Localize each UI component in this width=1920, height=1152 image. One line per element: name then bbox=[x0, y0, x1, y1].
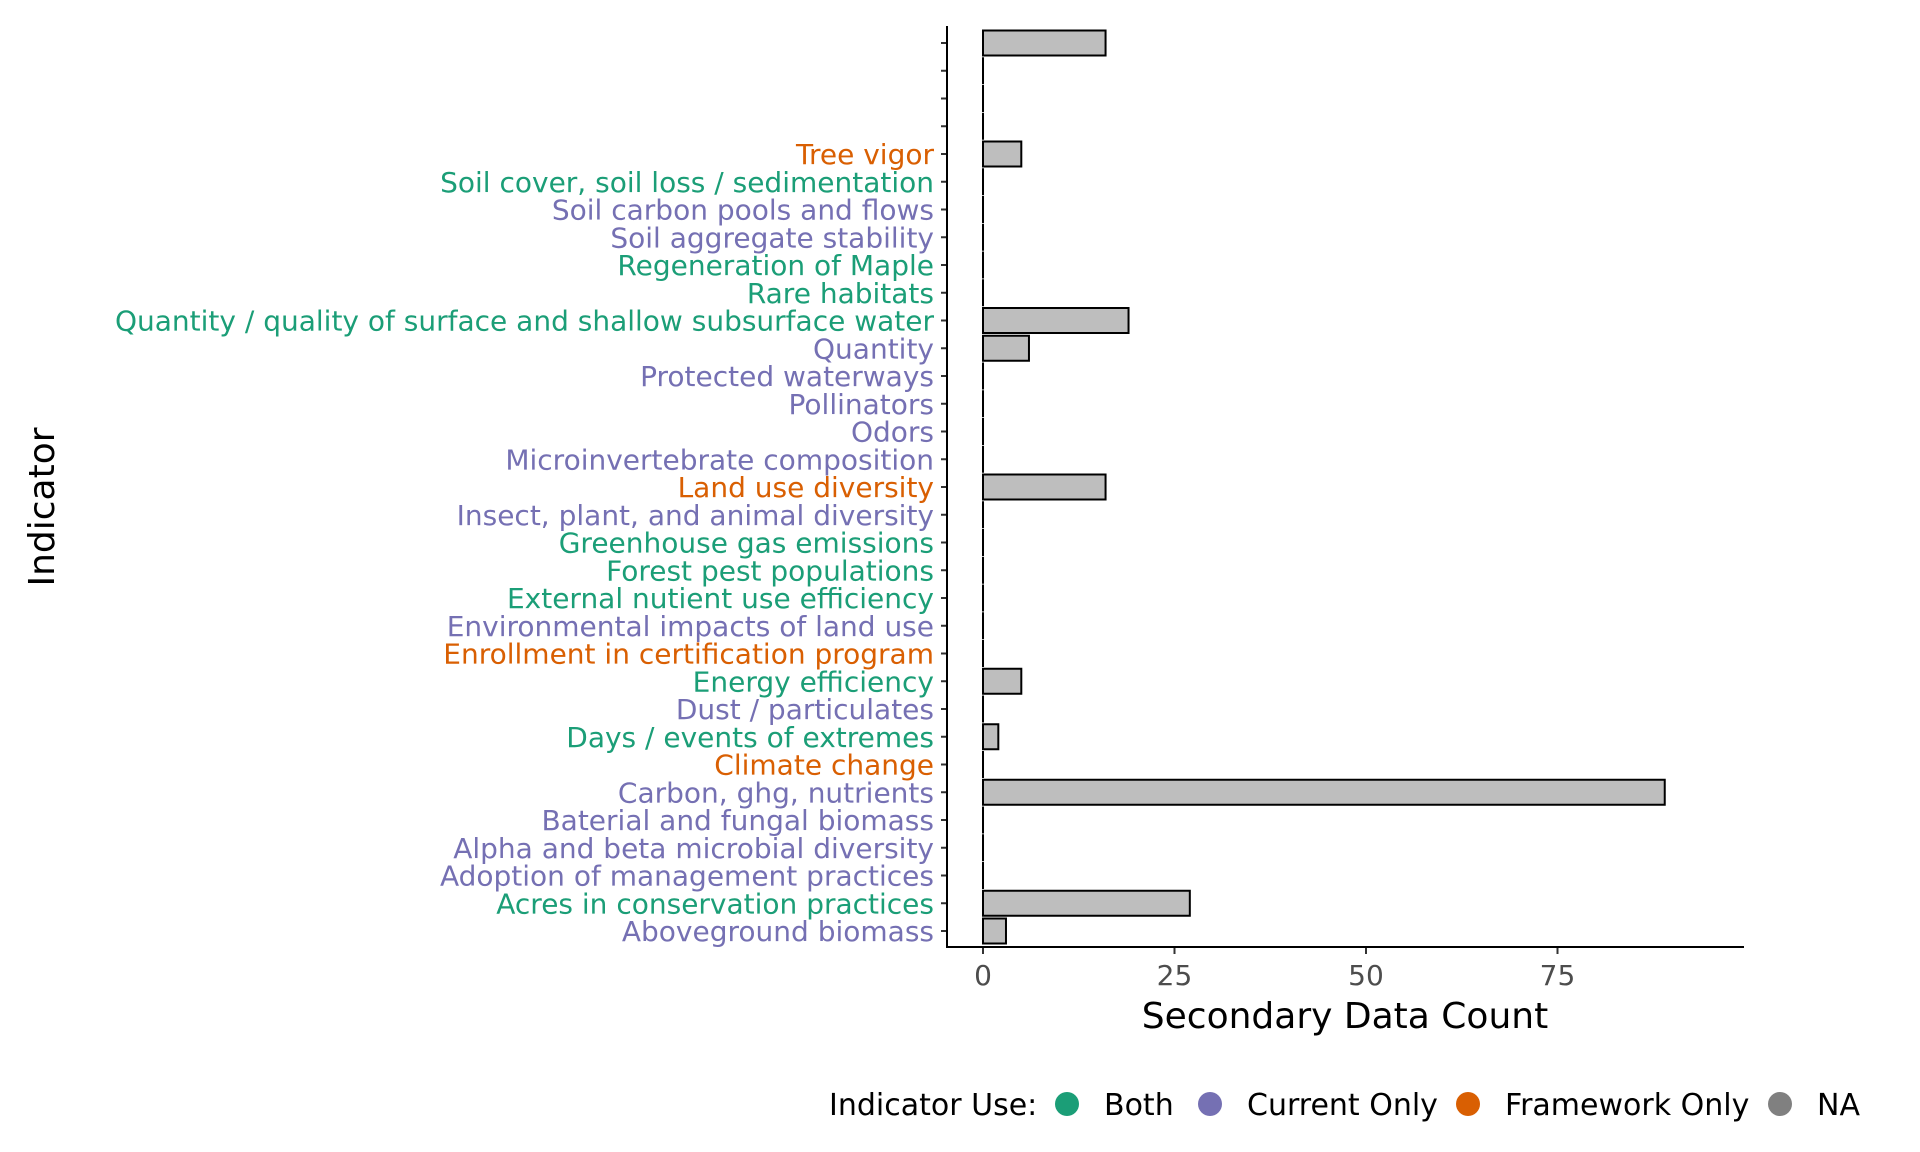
y-tick-label: Protected waterways bbox=[640, 360, 934, 393]
y-tick-label: Soil aggregate stability bbox=[610, 221, 934, 254]
legend-key bbox=[1055, 1092, 1079, 1116]
bar bbox=[982, 307, 1130, 334]
bar bbox=[982, 917, 1007, 945]
y-tick-label: Adoption of management practices bbox=[440, 860, 934, 893]
y-tick-label: Forest pest populations bbox=[606, 554, 934, 587]
y-tick-label: Pollinators bbox=[789, 388, 934, 421]
y-tick-label: Rare habitats bbox=[747, 277, 934, 310]
y-tick-label: Alpha and beta microbial diversity bbox=[453, 832, 934, 865]
y-tick-label: Soil carbon pools and flows bbox=[552, 194, 934, 227]
x-tick-label: 75 bbox=[1540, 959, 1576, 992]
y-tick-label: Carbon, ghg, nutrients bbox=[618, 776, 934, 809]
y-tick-label: Enrollment in certification program bbox=[443, 638, 934, 671]
bar bbox=[982, 473, 1107, 501]
bar bbox=[982, 889, 1191, 917]
bar bbox=[982, 723, 1000, 751]
y-tick-label: Greenhouse gas emissions bbox=[559, 527, 934, 560]
legend-label: Both bbox=[1104, 1088, 1174, 1123]
x-tick-label: 50 bbox=[1348, 959, 1384, 992]
legend-key bbox=[1768, 1092, 1792, 1116]
bar bbox=[982, 778, 1666, 806]
legend-label: NA bbox=[1817, 1088, 1860, 1123]
x-tick-label: 0 bbox=[974, 959, 992, 992]
y-tick-label: Acres in conservation practices bbox=[496, 887, 934, 920]
y-tick-label: External nutient use efficiency bbox=[507, 582, 934, 615]
y-tick-label: Environmental impacts of land use bbox=[447, 610, 934, 643]
y-tick-label: Tree vigor bbox=[795, 138, 934, 171]
y-tick-label: Climate change bbox=[714, 749, 934, 782]
legend-title: Indicator Use: bbox=[829, 1088, 1037, 1123]
y-tick-label: Soil cover, soil loss / sedimentation bbox=[440, 166, 934, 199]
y-tick-label: Energy efficiency bbox=[693, 665, 934, 698]
y-tick-label: Baterial and fungal biomass bbox=[541, 804, 934, 837]
y-axis-title: Indicator bbox=[22, 427, 63, 586]
legend-key bbox=[1198, 1092, 1222, 1116]
y-tick-label: Regeneration of Maple bbox=[617, 249, 934, 282]
y-tick-label: Microinvertebrate composition bbox=[505, 443, 934, 476]
bar bbox=[982, 140, 1023, 168]
legend-label: Framework Only bbox=[1505, 1088, 1749, 1123]
bars-layer bbox=[982, 29, 1666, 945]
bar bbox=[982, 667, 1023, 695]
x-tick-label: 25 bbox=[1157, 959, 1193, 992]
legend-key bbox=[1456, 1092, 1480, 1116]
y-tick-label: Dust / particulates bbox=[676, 693, 934, 726]
x-axis: 0 25 50 75 bbox=[974, 947, 1575, 992]
y-tick-label: Days / events of extremes bbox=[566, 721, 934, 754]
bar bbox=[982, 334, 1030, 362]
y-tick-label: Quantity bbox=[813, 332, 934, 365]
y-tick-label: Quantity / quality of surface and shallo… bbox=[115, 305, 935, 338]
legend: Indicator Use: Both Current Only Framework… bbox=[829, 1088, 1860, 1123]
y-tick-label: Aboveground biomass bbox=[622, 915, 934, 948]
x-axis-title: Secondary Data Count bbox=[1142, 996, 1548, 1037]
legend-label: Current Only bbox=[1247, 1088, 1438, 1123]
bar bbox=[982, 29, 1107, 57]
y-tick-label: Land use diversity bbox=[678, 471, 934, 504]
y-tick-label: Odors bbox=[851, 416, 934, 449]
y-tick-label: Insect, plant, and animal diversity bbox=[457, 499, 934, 532]
